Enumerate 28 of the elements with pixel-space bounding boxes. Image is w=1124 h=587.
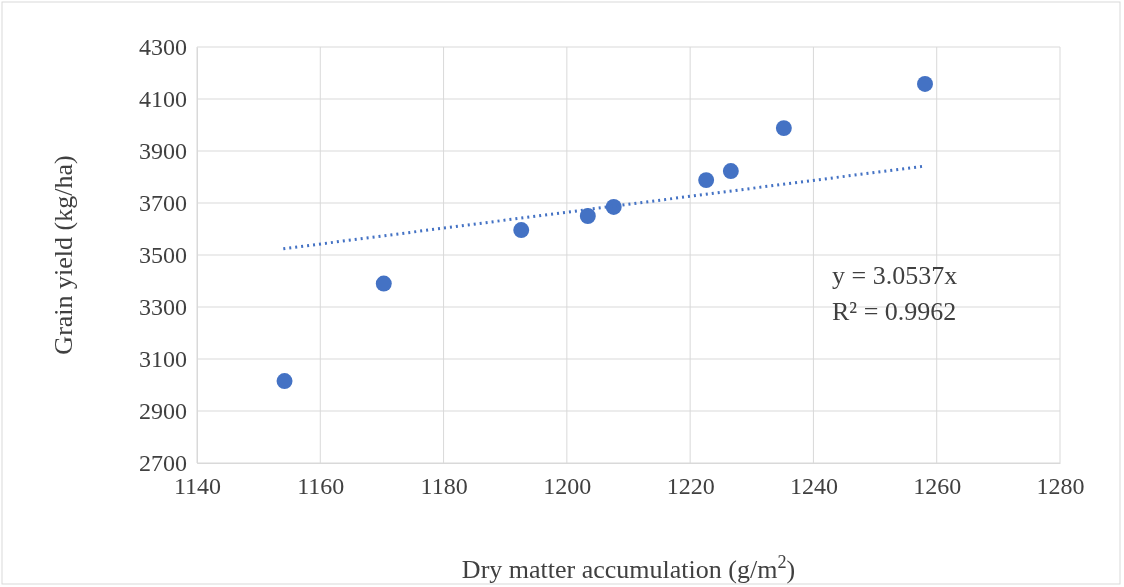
y-tick-label: 3700	[139, 190, 187, 217]
y-tick-label: 4300	[139, 34, 187, 61]
point	[375, 275, 392, 292]
point	[579, 208, 596, 224]
x-tick-label: 1280	[1036, 473, 1085, 500]
point	[917, 75, 933, 92]
y-tick-label: 4100	[139, 86, 187, 113]
x-tick-label: 1180	[420, 473, 468, 500]
point	[775, 120, 792, 137]
x-tick-label: 1240	[789, 473, 838, 500]
annotation: y = 3.0537x	[832, 261, 958, 290]
point	[276, 373, 293, 390]
annotation: R² = 0.9962	[832, 297, 957, 326]
y-tick-label: 3900	[139, 138, 187, 165]
point	[605, 198, 622, 215]
y-tick-label: 3100	[139, 346, 187, 373]
point	[722, 163, 739, 179]
y-axis-title: Grain yield (kg/ha)	[49, 155, 78, 355]
y-tick-label: 3300	[139, 294, 187, 321]
x-tick-label: 1160	[297, 473, 345, 500]
x-tick-label: 1260	[913, 473, 962, 500]
y-tick-label: 3500	[139, 242, 187, 269]
point	[513, 222, 530, 238]
x-tick-label: 1220	[666, 473, 715, 500]
point	[698, 172, 715, 189]
x-axis-title: Dry matter accumulation (g/m$^{2}$)	[461, 552, 796, 584]
y-tick-label: 2900	[139, 398, 187, 425]
x-tick-label: 1200	[543, 473, 592, 500]
